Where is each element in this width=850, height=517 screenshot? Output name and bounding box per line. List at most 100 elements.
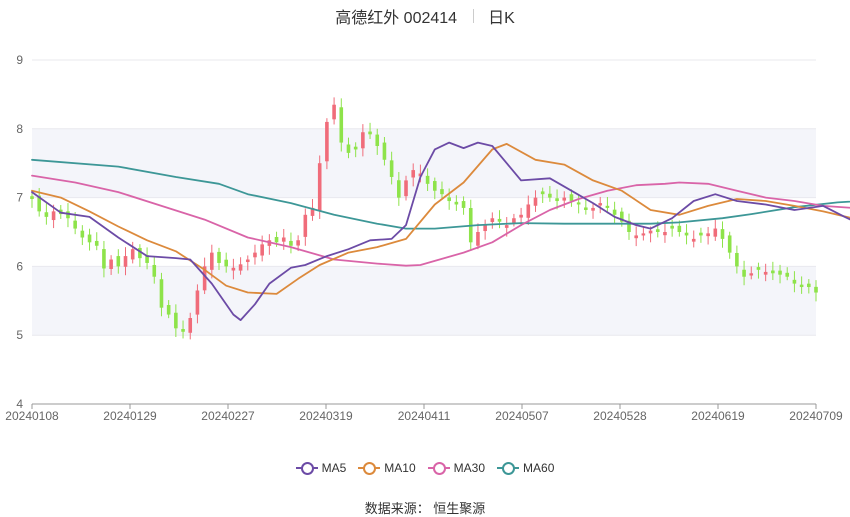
candle-down	[102, 249, 106, 269]
candle-down	[181, 329, 185, 332]
candle-down	[569, 194, 574, 202]
candle-up	[253, 252, 257, 258]
candle-down	[771, 270, 775, 274]
candle-down	[145, 255, 149, 263]
candle-up	[634, 235, 638, 239]
y-tick-label: 9	[16, 53, 23, 67]
candle-up	[231, 267, 236, 271]
legend-label-ma30: MA30	[453, 461, 486, 475]
candle-down	[138, 247, 142, 259]
candle-down	[727, 235, 732, 253]
legend-label-ma5: MA5	[321, 461, 347, 475]
candle-down	[576, 202, 581, 205]
x-tick-label: 20240709	[789, 409, 843, 423]
candle-up	[325, 121, 329, 162]
candle-down	[174, 312, 178, 329]
ma60-line	[31, 158, 850, 230]
candle-down	[735, 252, 739, 267]
candle-down	[540, 191, 545, 195]
y-tick-label: 4	[16, 397, 23, 411]
candle-up	[202, 266, 207, 291]
candle-down	[677, 225, 682, 232]
legend-swatch-ma30-icon	[427, 462, 450, 475]
candle-down	[792, 279, 797, 284]
candle-down	[274, 236, 279, 243]
candle-down	[814, 286, 818, 293]
candle-up	[296, 240, 300, 246]
legend-item-ma10[interactable]: MA10	[358, 461, 416, 475]
candle-up	[404, 180, 408, 197]
candle-up	[490, 218, 495, 222]
candle-down	[619, 211, 624, 222]
candle-down	[548, 193, 552, 198]
candle-up	[281, 237, 286, 242]
candle-up	[713, 228, 718, 237]
candle-down	[742, 269, 746, 277]
candle-down	[454, 201, 459, 205]
candle-up	[109, 259, 113, 269]
candle-up	[361, 132, 365, 149]
candle-down	[375, 134, 380, 146]
candle-down	[799, 284, 804, 288]
candle-up	[648, 230, 653, 234]
candle-up	[641, 233, 646, 236]
legend-item-ma60[interactable]: MA60	[497, 461, 554, 475]
grid-band	[32, 128, 816, 198]
candle-down	[339, 107, 344, 143]
candle-down	[720, 229, 725, 239]
candle-up	[332, 104, 336, 120]
legend-swatch-ma10-icon	[358, 462, 381, 475]
candle-down	[224, 259, 229, 267]
candle-down	[166, 305, 171, 315]
x-tick-label: 20240319	[299, 409, 353, 423]
candle-up	[260, 244, 264, 256]
candle-up	[411, 170, 416, 178]
candle-down	[397, 180, 401, 198]
candle-down	[44, 212, 49, 217]
candle-down	[382, 142, 387, 160]
candle-up	[238, 264, 243, 271]
x-tick-label: 20240108	[5, 409, 59, 423]
candle-down	[605, 205, 610, 208]
candle-up	[663, 232, 667, 236]
candle-up	[245, 259, 250, 263]
candle-down	[785, 272, 790, 277]
candle-up	[512, 218, 516, 223]
candle-up	[476, 232, 480, 246]
legend-label-ma60: MA60	[523, 461, 555, 475]
candle-down	[116, 256, 121, 267]
candle-down	[289, 240, 293, 246]
candle-down	[807, 283, 811, 288]
candle-down	[432, 181, 437, 191]
candle-down	[152, 264, 157, 277]
candle-down	[37, 195, 41, 212]
candle-down	[612, 209, 617, 215]
grid-band	[32, 266, 816, 336]
candle-down	[778, 270, 782, 275]
candle-up	[210, 252, 214, 270]
candle-up	[188, 318, 193, 333]
chart-legend[interactable]: MA5 MA10 MA30 MA60	[0, 458, 850, 478]
x-tick-label: 20240227	[201, 409, 255, 423]
candle-up	[749, 273, 754, 276]
candle-up	[706, 233, 710, 237]
candle-down	[217, 251, 221, 263]
candle-up	[591, 207, 595, 211]
candle-down	[684, 232, 689, 236]
candle-down	[159, 279, 164, 308]
candle-up	[562, 197, 567, 201]
candle-down	[497, 218, 502, 222]
legend-item-ma30[interactable]: MA30	[427, 461, 486, 475]
candle-up	[483, 225, 487, 232]
legend-item-ma5[interactable]: MA5	[295, 461, 347, 475]
candle-up	[195, 290, 200, 315]
candle-up	[51, 211, 56, 221]
x-tick-label: 20240507	[495, 409, 549, 423]
candle-down	[94, 240, 99, 246]
candle-down	[389, 160, 394, 177]
candle-up	[123, 256, 128, 267]
candle-up	[130, 249, 135, 260]
candle-down	[555, 198, 559, 202]
candle-down	[447, 197, 451, 202]
candle-up	[504, 225, 509, 228]
